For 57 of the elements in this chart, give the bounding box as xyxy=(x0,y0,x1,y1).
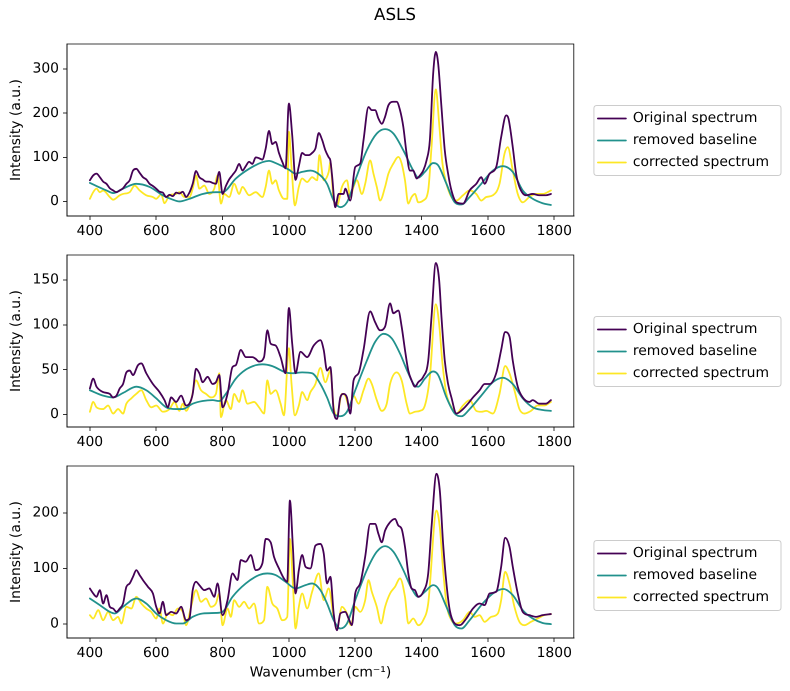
legend-label: Original spectrum xyxy=(632,545,758,562)
line-series xyxy=(88,472,552,632)
x-tick-label: 600 xyxy=(142,222,170,239)
x-tick-label: 1000 xyxy=(271,222,307,239)
legend-label: corrected spectrum xyxy=(632,365,770,382)
x-tick-label: 1600 xyxy=(470,434,506,450)
x-tick-label: 400 xyxy=(76,434,104,450)
x-tick-label: 1400 xyxy=(404,434,440,450)
x-tick-label: 1200 xyxy=(338,644,373,661)
legend-label: removed baseline xyxy=(632,343,758,360)
x-tick-label: 1600 xyxy=(470,644,506,661)
x-tick-label: 1600 xyxy=(470,222,506,239)
y-tick-label: 0 xyxy=(50,193,59,210)
y-tick-label: 300 xyxy=(32,60,59,77)
x-tick-label: 800 xyxy=(209,222,236,239)
x-tick-label: 1400 xyxy=(404,644,440,661)
y-tick-label: 100 xyxy=(32,316,59,332)
legend-label: Original spectrum xyxy=(632,321,758,338)
y-tick-label: 0 xyxy=(50,616,59,632)
y-tick-label: 150 xyxy=(32,272,59,288)
line-series xyxy=(88,128,552,208)
y-tick-label: 200 xyxy=(32,104,59,121)
y-tick-label: 0 xyxy=(50,406,59,422)
x-tick-label: 600 xyxy=(142,434,170,450)
y-tick-label: 100 xyxy=(32,560,59,576)
x-tick-label: 400 xyxy=(76,222,104,239)
y-axis-title: Intensity (a.u.) xyxy=(8,501,24,603)
legend-label: removed baseline xyxy=(632,567,758,584)
x-tick-label: 1800 xyxy=(536,434,572,450)
y-axis-title: Intensity (a.u.) xyxy=(8,290,24,392)
line-series xyxy=(88,51,552,208)
line-series xyxy=(88,262,552,420)
legend-label: corrected spectrum xyxy=(632,589,770,606)
x-tick-label: 1800 xyxy=(536,222,572,239)
y-tick-label: 100 xyxy=(32,148,59,165)
chart-title: ASLS xyxy=(373,4,417,24)
x-tick-label: 400 xyxy=(76,644,104,661)
x-tick-label: 1200 xyxy=(338,434,373,450)
line-series xyxy=(88,332,552,418)
x-axis-title: Wavenumber (cm⁻¹) xyxy=(250,664,392,680)
y-axis-title: Intensity (a.u.) xyxy=(8,79,24,181)
line-series xyxy=(88,545,552,630)
legend-label: removed baseline xyxy=(632,132,758,148)
x-tick-label: 1000 xyxy=(271,644,307,661)
legend-label: Original spectrum xyxy=(632,110,758,126)
x-tick-label: 1000 xyxy=(271,434,307,450)
x-tick-label: 800 xyxy=(209,434,236,450)
x-tick-label: 1400 xyxy=(404,222,440,239)
x-tick-label: 1200 xyxy=(338,222,373,239)
y-tick-label: 50 xyxy=(41,361,59,378)
x-tick-label: 1800 xyxy=(536,644,572,661)
x-tick-label: 600 xyxy=(142,644,170,661)
y-tick-label: 200 xyxy=(32,504,59,520)
legend-label: corrected spectrum xyxy=(632,154,770,170)
x-tick-label: 800 xyxy=(209,644,236,661)
line-series xyxy=(88,303,552,418)
line-series xyxy=(88,88,552,206)
